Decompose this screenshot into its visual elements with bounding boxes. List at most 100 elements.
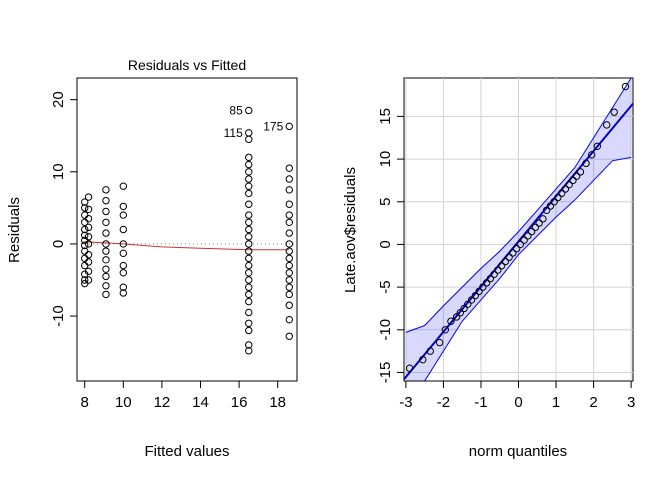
data-point — [102, 256, 110, 264]
x-tick-label: 2 — [589, 394, 597, 411]
data-point — [84, 223, 93, 232]
x-tick-label: -2 — [437, 394, 450, 411]
data-point — [119, 202, 128, 211]
data-point — [285, 301, 293, 309]
data-point — [102, 282, 110, 290]
data-point — [119, 211, 128, 219]
data-point — [456, 309, 465, 317]
y-tick-label: 10 — [377, 151, 394, 168]
data-point — [245, 240, 253, 248]
data-point — [119, 289, 128, 297]
data-point — [435, 338, 444, 347]
data-point — [285, 269, 293, 277]
data-point — [546, 202, 555, 210]
data-point — [119, 240, 128, 248]
data-point — [464, 300, 472, 308]
data-point — [84, 193, 93, 201]
y-tick-label: 5 — [377, 198, 394, 206]
chart-title: Residuals vs Fitted — [128, 57, 246, 73]
data-point — [535, 219, 543, 227]
data-point — [245, 290, 253, 299]
data-point — [119, 283, 128, 291]
data-point — [516, 240, 525, 249]
data-point — [561, 185, 570, 193]
data-point — [81, 231, 89, 239]
point-label: 85 — [229, 103, 243, 117]
data-point — [285, 122, 293, 131]
data-points — [405, 82, 630, 372]
y-tick-label: 10 — [50, 163, 67, 180]
data-point — [405, 364, 414, 372]
data-point — [501, 257, 510, 266]
x-tick-label: -1 — [474, 394, 487, 411]
data-point — [102, 247, 110, 255]
band-lower — [405, 156, 632, 382]
data-point — [102, 240, 110, 248]
data-point — [245, 153, 253, 162]
data-point — [245, 175, 253, 183]
data-point — [441, 326, 449, 334]
data-point — [102, 272, 110, 281]
y-tick-label: -10 — [377, 319, 394, 341]
smooth-curve — [84, 241, 290, 251]
data-point — [84, 276, 93, 284]
residuals-vs-fitted-panel: Residuals vs Fitted 8 10 12 14 16 18-1001020 … — [6, 57, 298, 460]
data-point — [475, 287, 483, 296]
y-axis-label: Residuals — [6, 197, 23, 263]
data-point — [621, 82, 630, 91]
data-point — [245, 308, 253, 317]
data-point — [84, 205, 93, 214]
data-points — [81, 106, 293, 355]
y-axis-label: Late.aov$residuals — [342, 167, 359, 293]
data-point — [531, 223, 540, 232]
x-tick-label: 1 — [552, 394, 560, 411]
y-tick-label: -10 — [50, 305, 67, 327]
data-point — [245, 341, 253, 349]
data-point — [576, 168, 585, 176]
y-tick-label: 20 — [50, 91, 67, 108]
x-tick-label: 10 — [115, 394, 132, 411]
data-point — [471, 291, 480, 300]
data-point — [460, 304, 468, 313]
data-point — [285, 200, 293, 208]
data-point — [285, 332, 293, 340]
data-point — [285, 247, 293, 255]
data-point — [245, 297, 253, 306]
data-point — [81, 225, 89, 234]
data-point — [245, 225, 253, 234]
data-point — [81, 241, 89, 250]
data-point — [81, 276, 89, 284]
data-point — [245, 254, 253, 263]
data-point — [102, 290, 110, 299]
data-point — [479, 283, 487, 291]
data-point — [119, 182, 128, 190]
x-tick-label: 14 — [192, 394, 209, 411]
data-point — [509, 249, 517, 257]
x-tick-label: -3 — [399, 394, 412, 411]
data-point — [569, 176, 577, 185]
data-point — [84, 258, 93, 266]
data-point — [84, 214, 93, 223]
data-point — [426, 347, 434, 355]
data-point — [603, 121, 611, 129]
data-point — [102, 229, 110, 237]
data-point — [84, 267, 93, 276]
data-point — [245, 129, 253, 137]
data-point — [285, 229, 293, 237]
data-point — [84, 233, 93, 241]
data-point — [512, 245, 521, 253]
data-point — [285, 175, 293, 183]
data-point — [486, 274, 495, 283]
data-point — [102, 265, 110, 273]
data-point — [245, 218, 253, 226]
data-point — [81, 211, 89, 219]
data-point — [447, 317, 455, 325]
y-tick-label: 0 — [50, 240, 67, 248]
data-point — [285, 283, 293, 291]
data-point — [285, 261, 293, 270]
data-point — [245, 269, 253, 277]
y-tick-label: -5 — [377, 280, 394, 293]
data-point — [285, 186, 293, 194]
